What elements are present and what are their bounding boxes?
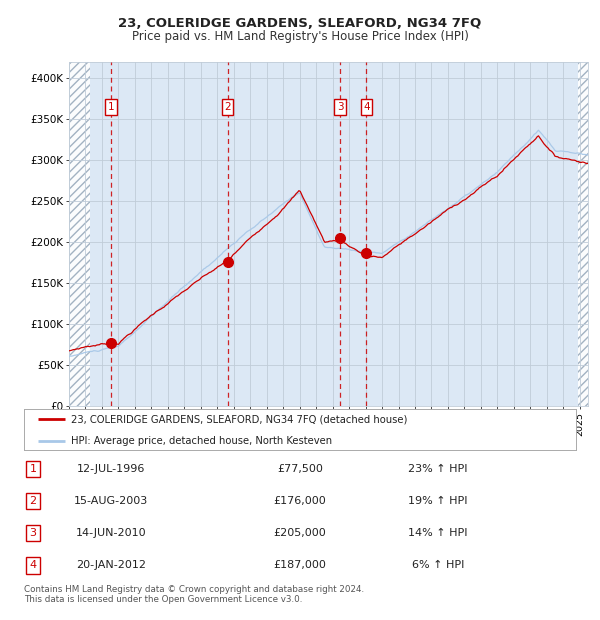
Text: 2: 2 <box>224 102 231 112</box>
Text: 3: 3 <box>337 102 343 112</box>
Bar <box>578 62 588 406</box>
Text: 23% ↑ HPI: 23% ↑ HPI <box>408 464 468 474</box>
Bar <box>69 62 91 406</box>
Text: 1: 1 <box>107 102 114 112</box>
Text: 23, COLERIDGE GARDENS, SLEAFORD, NG34 7FQ: 23, COLERIDGE GARDENS, SLEAFORD, NG34 7F… <box>118 17 482 30</box>
Text: 15-AUG-2003: 15-AUG-2003 <box>74 496 148 506</box>
Text: 20-JAN-2012: 20-JAN-2012 <box>76 560 146 570</box>
Text: 14% ↑ HPI: 14% ↑ HPI <box>408 528 468 538</box>
Text: £77,500: £77,500 <box>277 464 323 474</box>
Text: £205,000: £205,000 <box>274 528 326 538</box>
Text: Contains HM Land Registry data © Crown copyright and database right 2024.
This d: Contains HM Land Registry data © Crown c… <box>24 585 364 604</box>
Text: 3: 3 <box>29 528 37 538</box>
Text: 19% ↑ HPI: 19% ↑ HPI <box>408 496 468 506</box>
Text: Price paid vs. HM Land Registry's House Price Index (HPI): Price paid vs. HM Land Registry's House … <box>131 30 469 43</box>
Text: 14-JUN-2010: 14-JUN-2010 <box>76 528 146 538</box>
Text: 12-JUL-1996: 12-JUL-1996 <box>77 464 145 474</box>
Text: 6% ↑ HPI: 6% ↑ HPI <box>412 560 464 570</box>
Text: 4: 4 <box>363 102 370 112</box>
Text: 4: 4 <box>29 560 37 570</box>
Text: HPI: Average price, detached house, North Kesteven: HPI: Average price, detached house, Nort… <box>71 436 332 446</box>
Text: 2: 2 <box>29 496 37 506</box>
Text: £176,000: £176,000 <box>274 496 326 506</box>
Text: 1: 1 <box>29 464 37 474</box>
Text: 23, COLERIDGE GARDENS, SLEAFORD, NG34 7FQ (detached house): 23, COLERIDGE GARDENS, SLEAFORD, NG34 7F… <box>71 414 407 424</box>
Text: £187,000: £187,000 <box>274 560 326 570</box>
